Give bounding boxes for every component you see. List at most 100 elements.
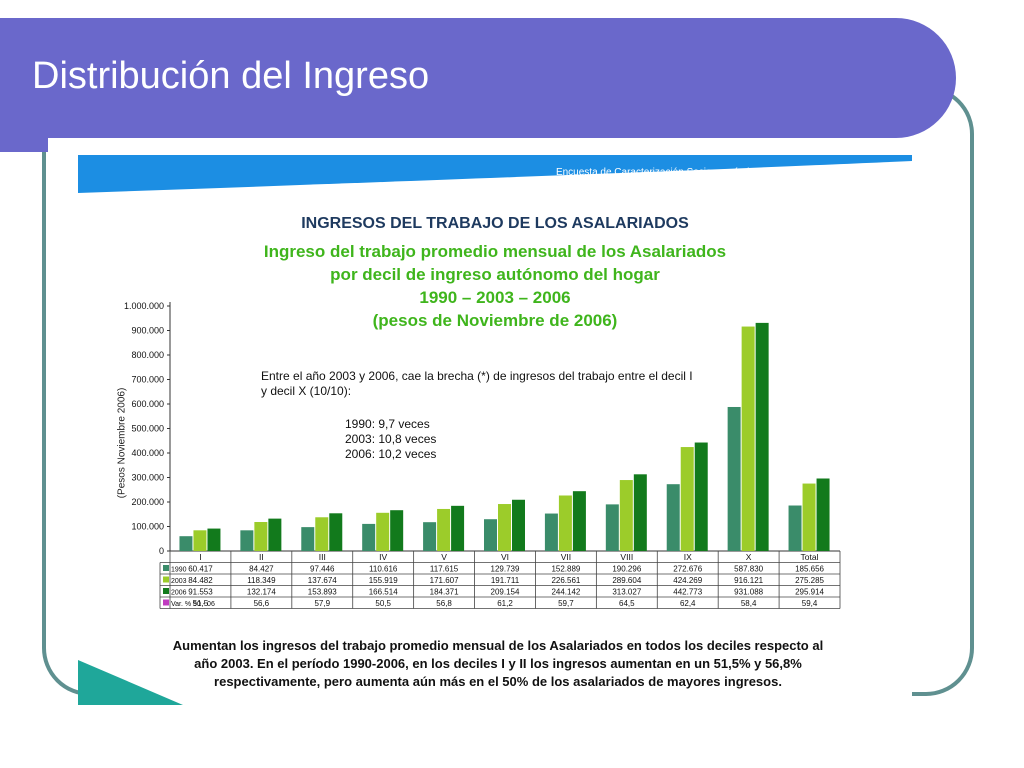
data-label: 442.773 — [673, 588, 702, 597]
y-tick-label: 0 — [159, 546, 164, 556]
data-label: 191.711 — [491, 576, 520, 585]
data-label: 61,2 — [497, 599, 513, 608]
data-label: 62,4 — [680, 599, 696, 608]
annotation-item: 1990: 9,7 veces — [345, 417, 430, 431]
y-tick-label: 800.000 — [131, 350, 164, 360]
x-tick-label: VIII — [620, 552, 633, 562]
annotation-text: Entre el año 2003 y 2006, cae la brecha … — [261, 369, 693, 398]
data-label: 916.121 — [734, 576, 763, 585]
chart-subtitle-4: (pesos de Noviembre de 2006) — [372, 311, 618, 330]
x-tick-label: VI — [501, 552, 509, 562]
x-tick-label: I — [199, 552, 201, 562]
y-tick-label: 700.000 — [131, 375, 164, 385]
bar-2003 — [193, 530, 207, 551]
y-tick-label: 1.000.000 — [124, 301, 164, 311]
bar-2003 — [315, 517, 329, 551]
survey-banner: Encuesta de Caracterización Socioeconómi… — [555, 167, 870, 178]
title-bar-accent — [0, 138, 48, 152]
data-label: 295.914 — [795, 588, 824, 597]
data-label: 110.616 — [369, 565, 398, 574]
bottom-teal-shape — [78, 660, 183, 705]
legend-label: 1990 — [171, 567, 187, 574]
data-label: 226.561 — [551, 576, 580, 585]
data-label: 185.656 — [795, 565, 824, 574]
chart-subtitle-2: por decil de ingreso autónomo del hogar — [330, 265, 660, 284]
bar-2006 — [207, 528, 221, 551]
chart-caption: Aumentan los ingresos del trabajo promed… — [118, 637, 878, 691]
data-label: 60.417 — [188, 565, 213, 574]
x-tick-label: II — [259, 552, 264, 562]
data-label: 59,4 — [802, 599, 818, 608]
caption-line: Aumentan los ingresos del trabajo promed… — [172, 638, 824, 653]
data-label: 171.607 — [430, 576, 459, 585]
legend-swatch — [163, 565, 169, 571]
bar-2006 — [329, 513, 343, 551]
bar-2003 — [437, 508, 451, 551]
slide-title: Distribución del Ingreso — [32, 55, 430, 97]
data-label: 58,4 — [741, 599, 757, 608]
data-label: 118.349 — [247, 576, 276, 585]
bar-1990 — [179, 536, 193, 551]
x-tick-label: IV — [379, 552, 387, 562]
chart-heading: INGRESOS DEL TRABAJO DE LOS ASALARIADOS — [301, 215, 689, 232]
x-tick-label: IX — [684, 552, 692, 562]
y-tick-label: 200.000 — [131, 497, 164, 507]
bar-2006 — [451, 505, 465, 551]
data-label: 97.446 — [310, 565, 335, 574]
bar-2006 — [390, 510, 404, 551]
annotation-item: 2006: 10,2 veces — [345, 447, 437, 461]
x-tick-label: X — [746, 552, 752, 562]
bar-1990 — [362, 523, 376, 551]
bar-2006 — [694, 442, 708, 551]
data-label: 424.269 — [673, 576, 702, 585]
data-label: 129.739 — [491, 565, 520, 574]
chart-image: Encuesta de Caracterización Socioeconómi… — [78, 155, 912, 705]
data-label: 137.674 — [308, 576, 337, 585]
bar-2006 — [816, 478, 830, 551]
bar-1990 — [605, 504, 619, 551]
data-label: 190.296 — [612, 565, 641, 574]
data-label: 84.482 — [188, 576, 213, 585]
bar-2006 — [755, 322, 769, 551]
data-label: 153.893 — [308, 588, 337, 597]
data-label: 56,8 — [436, 599, 452, 608]
data-label: 931.088 — [734, 588, 763, 597]
bar-2006 — [268, 518, 282, 551]
y-tick-label: 500.000 — [131, 424, 164, 434]
data-label: 50,5 — [375, 599, 391, 608]
data-label: 166.514 — [369, 588, 398, 597]
bar-1990 — [484, 519, 497, 551]
bar-1990 — [301, 527, 315, 551]
legend-swatch — [163, 599, 169, 606]
legend-swatch — [163, 576, 169, 583]
x-tick-label: III — [319, 552, 326, 562]
bar-chart: 0 100.000 200.000 300.000 400.000 500.000 600.… — [124, 301, 841, 609]
y-tick-label: 300.000 — [131, 473, 164, 483]
data-label: 56,6 — [254, 599, 270, 608]
bar-2003 — [254, 522, 268, 551]
bar-1990 — [544, 513, 558, 551]
bar-1990 — [423, 522, 437, 551]
bar-2003 — [558, 495, 572, 551]
data-label: 57,9 — [314, 599, 330, 608]
data-label: 209.154 — [491, 588, 520, 597]
data-label: 587.830 — [734, 565, 763, 574]
data-label: 91.553 — [188, 588, 213, 597]
caption-line: respectivamente, pero aumenta aún más en… — [214, 674, 782, 689]
y-tick-label: 400.000 — [131, 448, 164, 458]
bar-2003 — [802, 483, 816, 551]
chart-subtitle-3: 1990 – 2003 – 2006 — [419, 288, 571, 307]
caption-line: año 2003. En el período 1990-2006, en lo… — [194, 656, 802, 671]
x-tick-label: VII — [561, 552, 571, 562]
bar-2003 — [680, 447, 694, 551]
annotation-item: 2003: 10,8 veces — [345, 432, 437, 446]
y-tick-label: 900.000 — [131, 326, 164, 336]
bar-2003 — [498, 504, 511, 551]
data-label: 117.615 — [430, 565, 459, 574]
data-label: 275.285 — [795, 576, 824, 585]
bar-1990 — [788, 505, 802, 551]
bar-2006 — [512, 499, 525, 551]
legend-label: Var. % 90 - 06 — [171, 601, 215, 608]
chart-subtitle-1: Ingreso del trabajo promedio mensual de … — [263, 242, 727, 261]
x-tick-label: V — [441, 552, 447, 562]
